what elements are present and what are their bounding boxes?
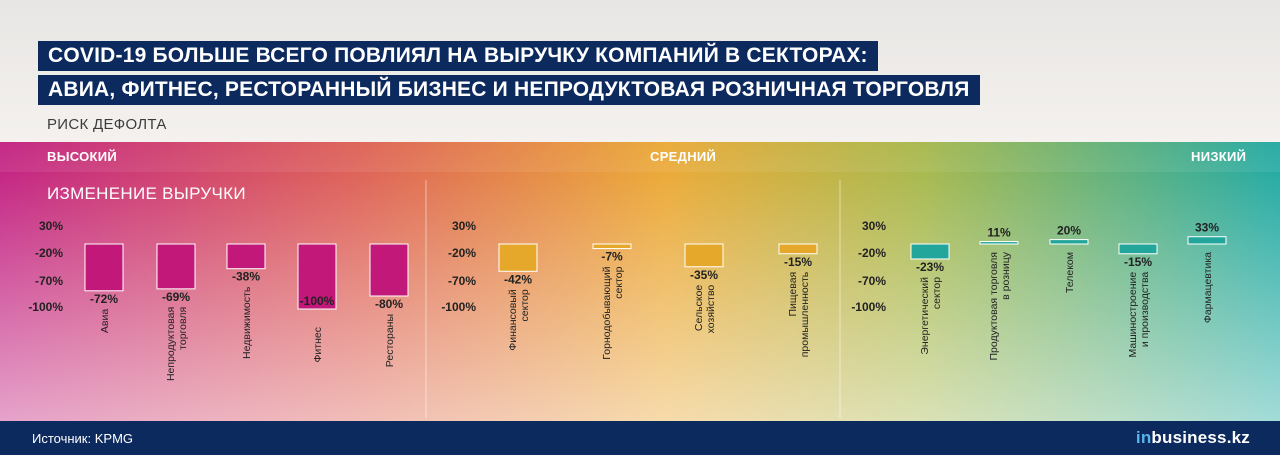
y-tick-label: -100% — [441, 300, 476, 314]
revenue-label: ИЗМЕНЕНИЕ ВЫРУЧКИ — [47, 184, 246, 203]
category-label: Продуктовая торговляв розницу — [988, 251, 1012, 360]
bar — [156, 243, 196, 290]
y-tick-label: -100% — [851, 300, 886, 314]
bar — [979, 241, 1019, 245]
y-tick-label: 30% — [862, 219, 886, 233]
category-label-line: и производства — [1139, 272, 1151, 348]
category-label-line: Пищевая — [787, 272, 799, 317]
value-label: -80% — [375, 297, 403, 311]
y-tick-label: -70% — [35, 274, 63, 288]
footer-bar — [0, 421, 1280, 455]
category-label-line: Телеком — [1064, 252, 1076, 293]
category-label-line: Рестораны — [384, 314, 396, 367]
category-label-line: хозяйство — [705, 285, 717, 334]
risk-label: РИСК ДЕФОЛТА — [47, 116, 167, 133]
value-label: -15% — [1124, 255, 1152, 269]
risk-level-high: ВЫСОКИЙ — [47, 149, 118, 164]
value-label: -38% — [232, 270, 260, 284]
source-note: Источник: KPMG — [32, 431, 134, 446]
y-tick-label: -70% — [858, 274, 886, 288]
title-line-2: АВИА, ФИТНЕС, РЕСТОРАННЫЙ БИЗНЕС И НЕПРО… — [38, 75, 980, 105]
value-label: 11% — [987, 226, 1011, 240]
value-label: -69% — [162, 290, 190, 304]
category-label: Горнодобывающийсектор — [601, 266, 625, 359]
category-label: Авиа — [99, 309, 111, 333]
y-tick-label: 30% — [39, 219, 63, 233]
category-label-line: сектор — [931, 277, 943, 309]
value-label: -35% — [690, 268, 718, 282]
title-line-1: COVID-19 БОЛЬШЕ ВСЕГО ПОВЛИЯЛ НА ВЫРУЧКУ… — [38, 41, 878, 71]
value-label: -23% — [916, 260, 944, 274]
category-label: Недвижимость — [241, 286, 253, 359]
bar — [778, 243, 818, 255]
category-label: Сельскоехозяйство — [693, 285, 717, 334]
bar — [1187, 236, 1227, 245]
y-tick-label: 30% — [452, 219, 476, 233]
category-label: Телеком — [1064, 252, 1076, 293]
value-label: -15% — [784, 255, 812, 269]
y-tick-label: -20% — [35, 246, 63, 260]
category-label-line: Финансовый — [507, 289, 519, 351]
category-label: Рестораны — [384, 314, 396, 367]
brand-name: business.kz — [1151, 428, 1250, 447]
category-label-line: Фитнес — [312, 327, 324, 363]
bar — [297, 243, 337, 310]
category-label-line: Фармацевтика — [1202, 252, 1214, 323]
category-label: Фармацевтика — [1202, 252, 1214, 323]
category-label-line: Сельское — [693, 285, 705, 331]
y-tick-label: -70% — [448, 274, 476, 288]
value-label: -42% — [504, 272, 532, 286]
category-label-line: Продуктовая торговля — [988, 252, 1000, 360]
value-label: 33% — [1195, 221, 1219, 235]
category-label-line: в розницу — [1000, 251, 1012, 300]
category-label-line: торговля — [177, 307, 189, 350]
category-label: Финансовыйсектор — [507, 289, 531, 351]
value-label: -7% — [601, 250, 623, 264]
category-label-line: Авиа — [99, 309, 111, 333]
bar — [498, 243, 538, 272]
brand-logo: inbusiness.kz — [1136, 428, 1250, 448]
category-label-line: Горнодобывающий — [601, 266, 613, 359]
value-label: -72% — [90, 292, 118, 306]
bar — [592, 243, 632, 250]
category-label-line: сектор — [519, 289, 531, 321]
category-label-line: сектор — [613, 266, 625, 298]
category-label-line: Недвижимость — [241, 286, 253, 359]
risk-level-low: НИЗКИЙ — [1191, 149, 1247, 164]
category-label: Энергетическийсектор — [919, 277, 943, 355]
category-label-line: Машиностроение — [1127, 272, 1139, 358]
bar — [684, 243, 724, 268]
bar — [84, 243, 124, 292]
brand-prefix: in — [1135, 428, 1152, 447]
value-label: -100% — [300, 294, 335, 308]
category-label-line: Непродуктовая — [165, 307, 177, 381]
category-label-line: Энергетический — [919, 277, 931, 355]
category-label: Фитнес — [312, 327, 324, 363]
y-tick-label: -100% — [28, 300, 63, 314]
bar — [1049, 239, 1089, 245]
category-label: Непродуктоваяторговля — [165, 307, 189, 381]
bar — [910, 243, 950, 260]
bar — [226, 243, 266, 270]
category-label: Пищеваяпромышленность — [787, 271, 811, 357]
bar — [369, 243, 409, 297]
y-tick-label: -20% — [858, 246, 886, 260]
bar — [1118, 243, 1158, 255]
category-label-line: промышленность — [799, 271, 811, 357]
risk-level-medium: СРЕДНИЙ — [650, 149, 717, 164]
value-label: 20% — [1057, 224, 1081, 238]
category-label: Машиностроениеи производства — [1127, 272, 1151, 358]
y-tick-label: -20% — [448, 246, 476, 260]
